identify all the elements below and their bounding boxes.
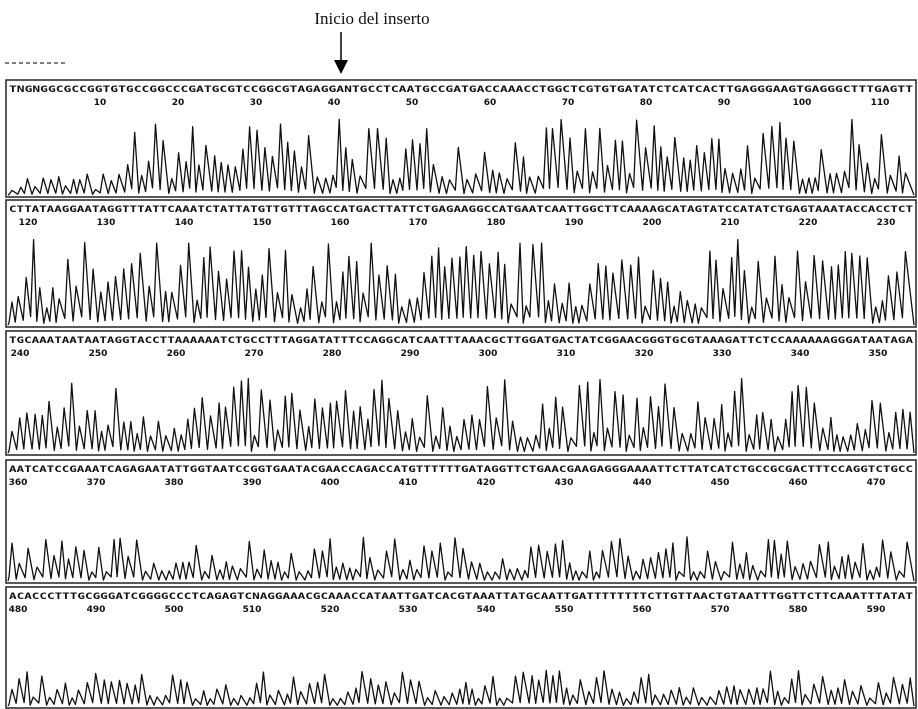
position-label: 500 bbox=[165, 605, 184, 615]
position-label: 360 bbox=[9, 478, 28, 488]
position-label: 160 bbox=[331, 218, 350, 228]
position-label: 60 bbox=[484, 98, 497, 108]
position-label: 170 bbox=[409, 218, 428, 228]
position-label: 340 bbox=[791, 349, 810, 359]
chromatogram-figure: Inicio del inserto TNGNGGCGCCGGTGTGCCGGC… bbox=[0, 0, 918, 709]
trace bbox=[8, 240, 914, 325]
position-label: 200 bbox=[643, 218, 662, 228]
position-label: 130 bbox=[97, 218, 116, 228]
position-label: 400 bbox=[321, 478, 340, 488]
sequence: CTTATAAGGAATAGGTTTATTCAAATCTATTATGTTGTTT… bbox=[9, 205, 914, 215]
panel-frame bbox=[6, 587, 916, 708]
position-label: 210 bbox=[721, 218, 740, 228]
position-label: 330 bbox=[713, 349, 732, 359]
position-label: 90 bbox=[718, 98, 731, 108]
position-label: 190 bbox=[565, 218, 584, 228]
sequence: ACACCCTTTGCGGGATCGGGGCCCTCAGAGTCNAGGAAAC… bbox=[9, 592, 914, 602]
position-label: 580 bbox=[789, 605, 808, 615]
position-label: 470 bbox=[867, 478, 886, 488]
sequence: TNGNGGCGCCGGTGTGCCGGCCCGATGCGTCCGGCGTAGA… bbox=[9, 85, 914, 95]
panel-frame bbox=[6, 331, 916, 455]
position-label: 110 bbox=[871, 98, 890, 108]
position-label: 30 bbox=[250, 98, 263, 108]
position-label: 150 bbox=[253, 218, 272, 228]
position-label: 450 bbox=[711, 478, 730, 488]
position-label: 70 bbox=[562, 98, 575, 108]
annotation: Inicio del inserto bbox=[314, 9, 429, 28]
position-label: 140 bbox=[175, 218, 194, 228]
position-label: 280 bbox=[323, 349, 342, 359]
position-label: 440 bbox=[633, 478, 652, 488]
position-label: 240 bbox=[11, 349, 30, 359]
position-label: 410 bbox=[399, 478, 418, 488]
sequence: AATCATCCGAAATCAGAGAATATTGGTAATCCGGTGAATA… bbox=[9, 465, 913, 475]
position-label: 270 bbox=[245, 349, 264, 359]
arrow-head bbox=[334, 60, 348, 74]
panels: TNGNGGCGCCGGTGTGCCGGCCCGATGCGTCCGGCGTAGA… bbox=[6, 80, 916, 708]
position-label: 180 bbox=[487, 218, 506, 228]
position-label: 430 bbox=[555, 478, 574, 488]
position-label: 100 bbox=[793, 98, 812, 108]
position-label: 50 bbox=[406, 98, 419, 108]
position-label: 390 bbox=[243, 478, 262, 488]
position-label: 80 bbox=[640, 98, 653, 108]
position-label: 320 bbox=[635, 349, 654, 359]
position-label: 520 bbox=[321, 605, 340, 615]
trace bbox=[8, 379, 914, 453]
position-label: 230 bbox=[877, 218, 896, 228]
position-label: 480 bbox=[9, 605, 28, 615]
position-label: 310 bbox=[557, 349, 576, 359]
position-label: 300 bbox=[479, 349, 498, 359]
position-label: 420 bbox=[477, 478, 496, 488]
position-label: 260 bbox=[167, 349, 186, 359]
position-label: 570 bbox=[711, 605, 730, 615]
position-label: 490 bbox=[87, 605, 106, 615]
position-label: 540 bbox=[477, 605, 496, 615]
position-label: 10 bbox=[94, 98, 107, 108]
trace bbox=[8, 537, 914, 581]
position-label: 590 bbox=[867, 605, 886, 615]
position-label: 40 bbox=[328, 98, 341, 108]
position-label: 20 bbox=[172, 98, 185, 108]
position-label: 530 bbox=[399, 605, 418, 615]
position-label: 560 bbox=[633, 605, 652, 615]
position-label: 350 bbox=[869, 349, 888, 359]
position-label: 120 bbox=[19, 218, 38, 228]
position-label: 510 bbox=[243, 605, 262, 615]
position-label: 460 bbox=[789, 478, 808, 488]
trace bbox=[8, 119, 914, 195]
position-label: 220 bbox=[799, 218, 818, 228]
position-label: 380 bbox=[165, 478, 184, 488]
position-label: 250 bbox=[89, 349, 108, 359]
position-label: 370 bbox=[87, 478, 106, 488]
position-label: 290 bbox=[401, 349, 420, 359]
sequence: TGCAAATAATAATAGGTACCTTAAAAAATCTGCCTTTAGG… bbox=[9, 336, 914, 346]
trace bbox=[8, 670, 914, 706]
position-label: 550 bbox=[555, 605, 574, 615]
